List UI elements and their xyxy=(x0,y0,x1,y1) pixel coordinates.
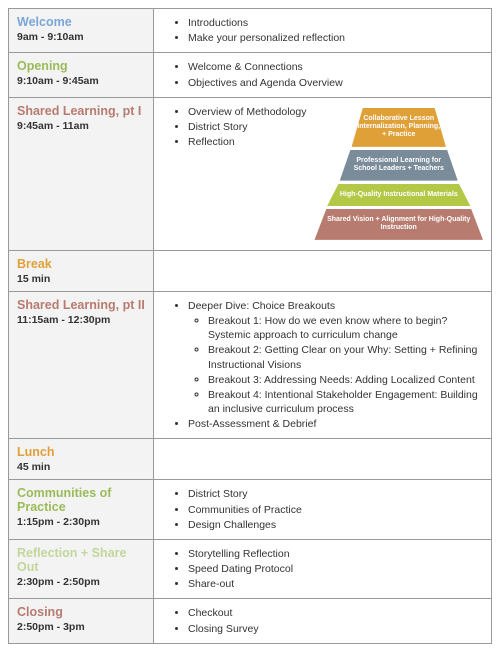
session-title: Communities of Practice xyxy=(17,486,145,514)
list-item: Deeper Dive: Choice Breakouts Breakout 1… xyxy=(188,299,483,416)
list-item: Share-out xyxy=(188,577,483,591)
list-item: Reflection xyxy=(188,135,306,149)
list-item: Breakout 3: Addressing Needs: Adding Loc… xyxy=(208,373,483,387)
list-item: Speed Dating Protocol xyxy=(188,562,483,576)
session-time: 9:45am - 11am xyxy=(17,120,145,132)
item-list: District Story Communities of Practice D… xyxy=(162,487,483,532)
pyramid-tier: Shared Vision + Alignment for High-Quali… xyxy=(314,209,483,240)
session-title: Welcome xyxy=(17,15,145,29)
session-title: Break xyxy=(17,257,145,271)
pyramid-tier: High-Quality Instructional Materials xyxy=(327,184,470,206)
list-item: Checkout xyxy=(188,606,483,620)
table-row: Opening 9:10am - 9:45am Welcome & Connec… xyxy=(9,53,492,97)
session-title: Lunch xyxy=(17,445,145,459)
table-row: Shared Learning, pt I 9:45am - 11am Over… xyxy=(9,97,492,250)
pyramid-diagram: Collaborative Lesson Internalization, Pl… xyxy=(314,104,483,244)
list-item: District Story xyxy=(188,487,483,501)
item-list: Overview of Methodology District Story R… xyxy=(162,104,306,151)
list-item: Storytelling Reflection xyxy=(188,547,483,561)
session-title: Shared Learning, pt I xyxy=(17,104,145,118)
session-time: 15 min xyxy=(17,273,145,285)
session-time: 45 min xyxy=(17,461,145,473)
item-list: Storytelling Reflection Speed Dating Pro… xyxy=(162,547,483,592)
item-list: Checkout Closing Survey xyxy=(162,606,483,635)
list-item-label: Deeper Dive: Choice Breakouts xyxy=(188,300,335,312)
list-item: Welcome & Connections xyxy=(188,60,483,74)
list-item: Overview of Methodology xyxy=(188,105,306,119)
list-item: Breakout 1: How do we even know where to… xyxy=(208,314,483,342)
list-item: Design Challenges xyxy=(188,518,483,532)
session-title: Shared Learning, pt II xyxy=(17,298,145,312)
table-row: Closing 2:50pm - 3pm Checkout Closing Su… xyxy=(9,599,492,643)
session-title: Opening xyxy=(17,59,145,73)
breakout-list: Breakout 1: How do we even know where to… xyxy=(188,314,483,416)
session-time: 9:10am - 9:45am xyxy=(17,75,145,87)
session-time: 11:15am - 12:30pm xyxy=(17,314,145,326)
list-item: Post-Assessment & Debrief xyxy=(188,417,483,431)
list-item: Closing Survey xyxy=(188,622,483,636)
list-item: Introductions xyxy=(188,16,483,30)
item-list: Deeper Dive: Choice Breakouts Breakout 1… xyxy=(162,299,483,432)
list-item: Communities of Practice xyxy=(188,503,483,517)
table-row: Lunch 45 min xyxy=(9,439,492,480)
session-title: Closing xyxy=(17,605,145,619)
list-item: Breakout 2: Getting Clear on your Why: S… xyxy=(208,343,483,371)
table-row: Reflection + Share Out 2:30pm - 2:50pm S… xyxy=(9,539,492,599)
item-list: Welcome & Connections Objectives and Age… xyxy=(162,60,483,89)
list-item: District Story xyxy=(188,120,306,134)
list-item: Breakout 4: Intentional Stakeholder Enga… xyxy=(208,388,483,416)
table-row: Welcome 9am - 9:10am Introductions Make … xyxy=(9,9,492,53)
session-time: 9am - 9:10am xyxy=(17,31,145,43)
list-item: Make your personalized reflection xyxy=(188,31,483,45)
session-title: Reflection + Share Out xyxy=(17,546,145,574)
session-time: 2:30pm - 2:50pm xyxy=(17,576,145,588)
item-list: Introductions Make your personalized ref… xyxy=(162,16,483,45)
table-row: Communities of Practice 1:15pm - 2:30pm … xyxy=(9,480,492,540)
pyramid-tier: Collaborative Lesson Internalization, Pl… xyxy=(352,108,446,147)
session-time: 2:50pm - 3pm xyxy=(17,621,145,633)
pyramid-tier: Professional Learning for School Leaders… xyxy=(340,150,458,181)
table-row: Break 15 min xyxy=(9,250,492,291)
table-row: Shared Learning, pt II 11:15am - 12:30pm… xyxy=(9,291,492,439)
session-time: 1:15pm - 2:30pm xyxy=(17,516,145,528)
list-item: Objectives and Agenda Overview xyxy=(188,76,483,90)
agenda-table: Welcome 9am - 9:10am Introductions Make … xyxy=(8,8,492,644)
